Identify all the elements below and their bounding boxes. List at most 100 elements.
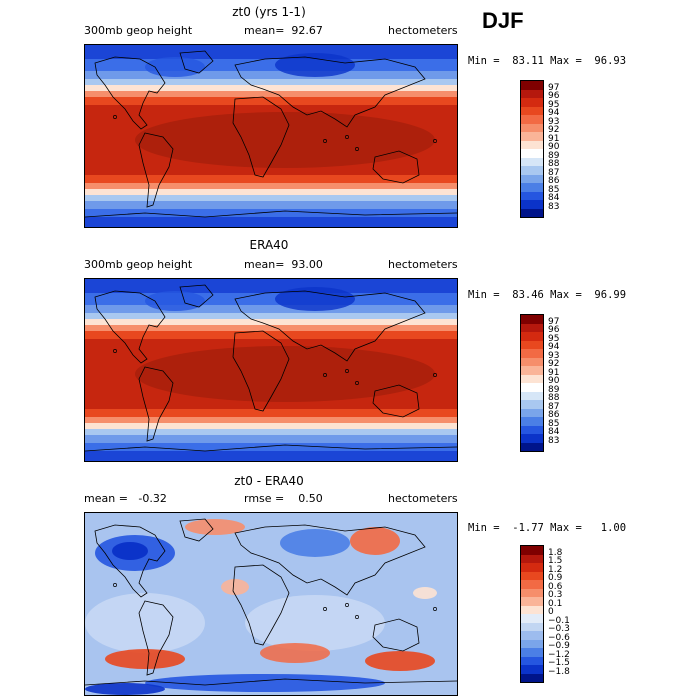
map-difference [84,512,458,696]
colorbar-swatch [521,425,543,434]
colorbar-swatch [521,408,543,417]
colorbar-swatch [521,183,543,192]
colorbar-swatch [521,673,543,682]
colorbar-tick-label: 0 [548,607,554,617]
colorbar-swatch [521,648,543,657]
units-label: hectometers [388,24,458,37]
colorbar-tick-label: 86 [548,410,560,420]
colorbar-tick-label: 91 [548,133,560,144]
colorbar [520,80,544,218]
colorbar-tick-label: 87 [548,401,560,412]
mean-label: mean = -0.32 [84,492,167,505]
colorbar-tick-label: 97 [548,316,560,327]
colorbar-swatch [521,323,543,332]
colorbar-tick-label: 0.1 [548,598,563,609]
colorbar-tick-label: 88 [548,159,560,169]
colorbar-tick-label: 96 [548,91,560,101]
colorbar-tick-label: 92 [548,359,560,369]
colorbar-tick-label: 86 [548,176,560,186]
colorbar-swatch [521,631,543,640]
min-max-label: Min = -1.77 Max = 1.00 [468,522,627,534]
colorbar-tick-label: 84 [548,193,560,203]
mean-label: mean= 92.67 [244,24,323,37]
colorbar-swatch [521,597,543,606]
colorbar-tick-label: 90 [548,142,560,152]
colorbar-tick-label: −1.5 [548,658,570,668]
colorbar-swatch [521,89,543,98]
colorbar [520,314,544,452]
colorbar-tick-label: −0.3 [548,624,570,634]
map-model [84,44,458,228]
colorbar-tick-label: −0.6 [548,632,570,643]
colorbar-tick-label: 89 [548,384,560,395]
colorbar-swatch [521,391,543,400]
colorbar-swatch [521,157,543,166]
colorbar-swatch [521,81,543,90]
colorbar-swatch [521,123,543,132]
colorbar-tick-label: 85 [548,418,560,429]
mean-label: mean= 93.00 [244,258,323,271]
colorbar-swatch [521,174,543,183]
min-max-label: Min = 83.11 Max = 96.93 [468,55,627,67]
colorbar-tick-label: 91 [548,367,560,378]
colorbar-swatch [521,383,543,392]
colorbar-tick-label: 93 [548,116,560,127]
field-label: 300mb geop height [84,24,193,37]
colorbar-tick-label: 84 [548,427,560,437]
colorbar-swatch [521,132,543,141]
field-label: 300mb geop height [84,258,193,271]
colorbar-tick-label: 0.6 [548,581,563,592]
colorbar-tick-label: 1.5 [548,556,563,566]
colorbar-swatch [521,588,543,597]
colorbar-tick-label: 88 [548,393,560,403]
colorbar-tick-label: −1.8 [548,666,570,677]
colorbar-swatch [521,374,543,383]
colorbar-tick-label: 93 [548,350,560,361]
colorbar-tick-label: 1.2 [548,564,563,575]
colorbar-swatch [521,639,543,648]
colorbar-tick-label: 94 [548,108,560,118]
colorbar-tick-label: 94 [548,342,560,352]
colorbar-tick-label: 95 [548,99,560,110]
colorbar-tick-label: 97 [548,82,560,93]
colorbar-swatch [521,332,543,341]
colorbar-swatch [521,349,543,358]
colorbar-tick-label: 83 [548,435,560,446]
colorbar-tick-label: 83 [548,201,560,212]
colorbar-swatch [521,200,543,209]
map-era40 [84,278,458,462]
season-label: DJF [482,8,524,33]
colorbar-swatch [521,622,543,631]
colorbar-swatch [521,400,543,409]
colorbar-swatch [521,563,543,572]
colorbar-tick-label: −1.2 [548,649,570,660]
colorbar-swatch [521,434,543,443]
colorbar-tick-label: 0.3 [548,590,563,600]
colorbar-swatch [521,580,543,589]
colorbar-swatch [521,191,543,200]
colorbar-swatch [521,417,543,426]
colorbar-tick-label: 87 [548,167,560,178]
colorbar-swatch [521,571,543,580]
colorbar-swatch [521,166,543,175]
min-max-label: Min = 83.46 Max = 96.99 [468,289,627,301]
units-label: hectometers [388,492,458,505]
colorbar-swatch [521,340,543,349]
colorbar-tick-label: 90 [548,376,560,386]
colorbar-swatch [521,656,543,665]
colorbar-swatch [521,208,543,217]
colorbar-swatch [521,315,543,324]
colorbar-tick-label: 95 [548,333,560,344]
panel-title: zt0 (yrs 1-1) [232,5,306,19]
rmse-label: rmse = 0.50 [244,492,323,505]
colorbar-swatch [521,442,543,451]
colorbar-tick-label: 85 [548,184,560,195]
colorbar-swatch [521,614,543,623]
colorbar-swatch [521,546,543,555]
units-label: hectometers [388,258,458,271]
colorbar-tick-label: 89 [548,150,560,161]
colorbar-tick-label: −0.9 [548,641,570,651]
colorbar [520,545,544,683]
colorbar-swatch [521,366,543,375]
colorbar-swatch [521,665,543,674]
